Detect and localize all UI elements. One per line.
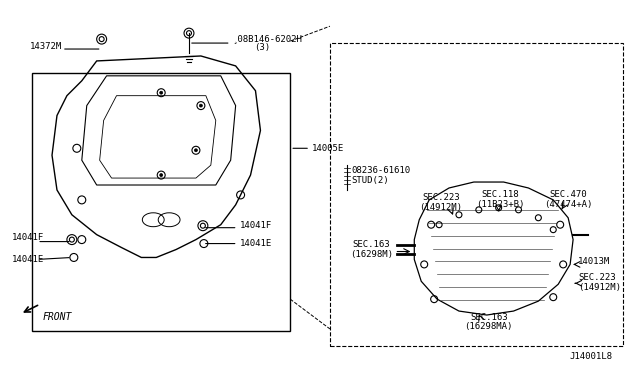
Text: ¸08B146-6202H: ¸08B146-6202H — [233, 35, 303, 44]
Text: J14001L8: J14001L8 — [570, 352, 612, 361]
Text: (3): (3) — [255, 42, 271, 52]
Circle shape — [200, 104, 202, 107]
Text: 14041E: 14041E — [239, 239, 272, 248]
Text: (14912M): (14912M) — [578, 283, 621, 292]
Circle shape — [195, 149, 197, 152]
Text: (14912M): (14912M) — [420, 203, 463, 212]
Text: SEC.470: SEC.470 — [549, 190, 587, 199]
Text: (16298M): (16298M) — [350, 250, 393, 259]
Text: STUD(2): STUD(2) — [352, 176, 389, 185]
Text: SEC.118: SEC.118 — [482, 190, 520, 199]
Bar — [32, 73, 290, 331]
Circle shape — [160, 91, 163, 94]
Text: FRONT: FRONT — [42, 312, 72, 322]
Text: SEC.163: SEC.163 — [353, 240, 390, 249]
Text: SEC.223: SEC.223 — [422, 193, 460, 202]
Circle shape — [160, 174, 163, 177]
Bar — [330, 43, 623, 346]
Text: (11B23+B): (11B23+B) — [476, 201, 525, 209]
Text: SEC.163: SEC.163 — [470, 312, 508, 321]
Text: 14372M: 14372M — [30, 42, 63, 51]
Text: 14041F: 14041F — [239, 221, 272, 230]
Text: (47474+A): (47474+A) — [544, 201, 593, 209]
Text: (16298MA): (16298MA) — [465, 323, 513, 331]
Text: 14013M: 14013M — [578, 257, 611, 266]
Text: 14005E: 14005E — [312, 144, 344, 153]
Text: 14041E: 14041E — [12, 255, 45, 264]
Text: SEC.223: SEC.223 — [578, 273, 616, 282]
Text: 08236-61610: 08236-61610 — [352, 166, 411, 174]
Text: 14041F: 14041F — [12, 233, 45, 242]
